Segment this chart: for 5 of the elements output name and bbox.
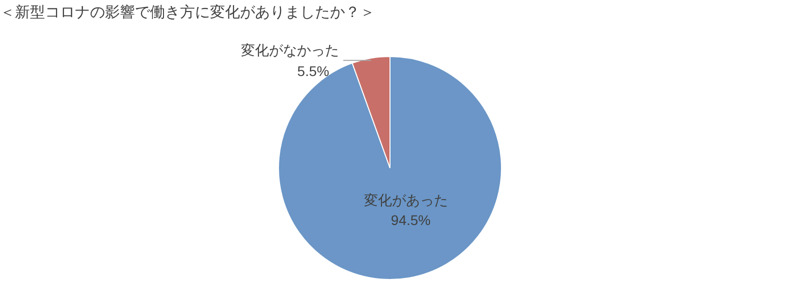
slice-label: 変化があった xyxy=(364,192,448,208)
data-label: 94.5% xyxy=(390,212,431,228)
chart-title: ＜新型コロナの影響で働き方に変化がありましたか？＞ xyxy=(0,4,375,22)
slice-label: 変化がなかった xyxy=(241,42,340,58)
data-label: 5.5% xyxy=(297,63,330,80)
